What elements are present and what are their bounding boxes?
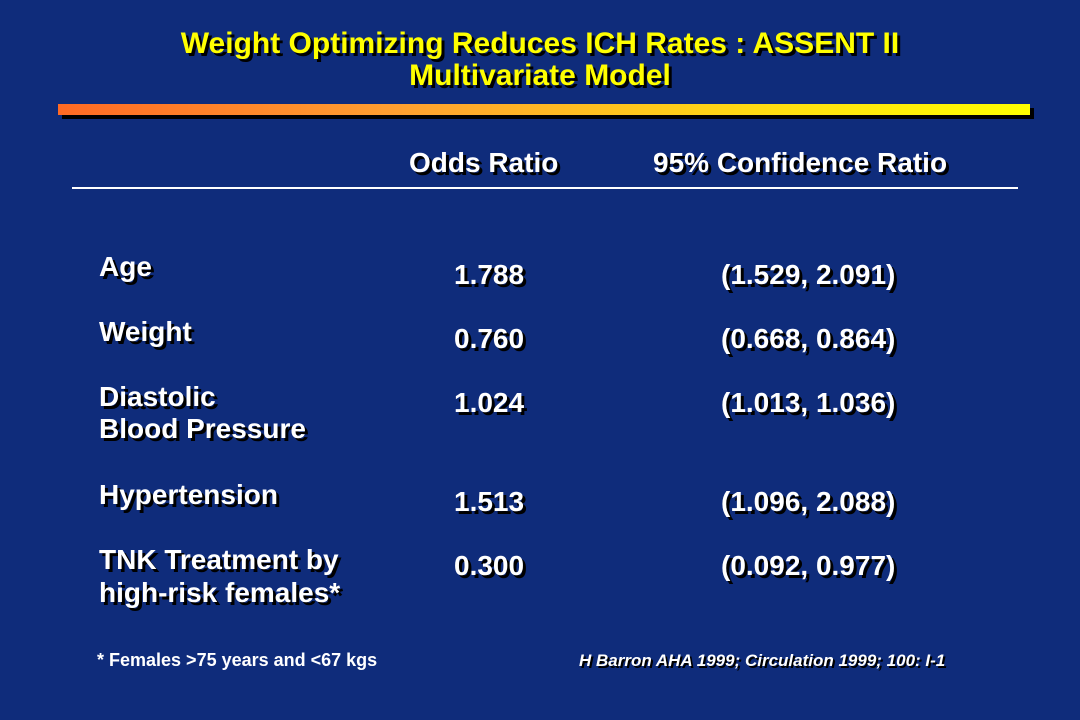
odds-value-weight: 0.760	[454, 323, 525, 354]
odds-value-tnk: 0.300	[454, 550, 525, 581]
row-label-age: Age	[99, 251, 152, 282]
slide-subtitle: Multivariate Model	[409, 59, 671, 92]
odds-value-hypertension: 1.513	[454, 486, 525, 517]
ci-value-diastolic: (1.013, 1.036)	[721, 387, 896, 418]
row-label-tnk-line1: TNK Treatment by	[99, 544, 339, 575]
odds-value-diastolic: 1.024	[454, 387, 525, 418]
row-label-tnk-line2: high-risk females*	[99, 577, 341, 608]
ci-value-age: (1.529, 2.091)	[721, 259, 896, 290]
row-label-weight: Weight	[99, 316, 192, 347]
ci-value-tnk: (0.092, 0.977)	[721, 550, 896, 581]
slide-title: Weight Optimizing Reduces ICH Rates : AS…	[180, 27, 900, 60]
row-label-hypertension: Hypertension	[99, 479, 278, 510]
footnote: * Females >75 years and <67 kgs	[97, 650, 378, 670]
header-underline	[72, 187, 1018, 189]
column-header-confidence-ratio: 95% Confidence Ratio	[653, 147, 948, 178]
title-divider-bar	[58, 104, 1030, 115]
row-label-diastolic-line2: Blood Pressure	[99, 413, 306, 444]
ci-value-hypertension: (1.096, 2.088)	[721, 486, 896, 517]
ci-value-weight: (0.668, 0.864)	[721, 323, 896, 354]
odds-value-age: 1.788	[454, 259, 525, 290]
citation: H Barron AHA 1999; Circulation 1999; 100…	[579, 651, 946, 670]
column-header-odds-ratio: Odds Ratio	[409, 147, 559, 178]
row-label-diastolic-line1: Diastolic	[99, 381, 216, 412]
